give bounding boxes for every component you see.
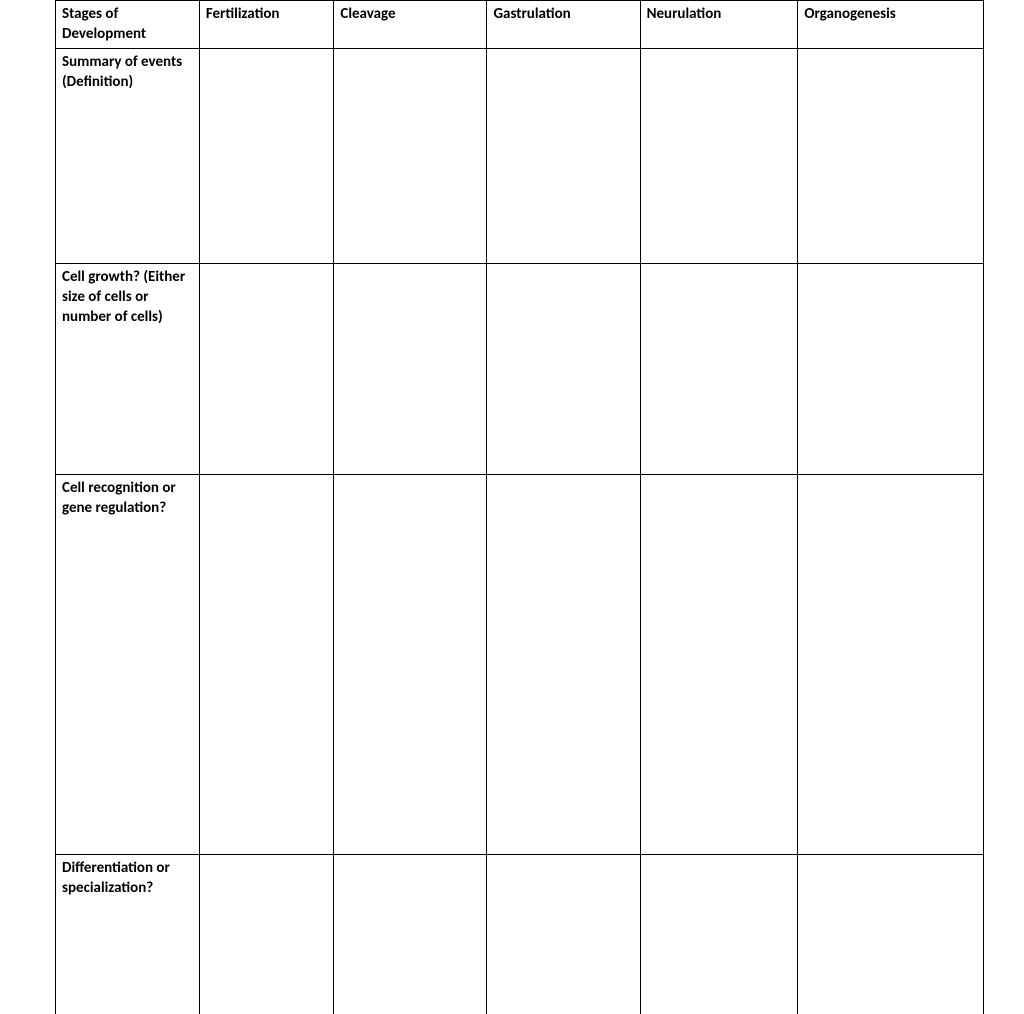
cell <box>199 263 334 474</box>
row-label-recognition: Cell recognition or gene regulation? <box>56 474 200 854</box>
table-container: Stages of Development Fertilization Clea… <box>0 0 1024 1014</box>
cell <box>487 474 640 854</box>
cell <box>199 854 334 1014</box>
row-label-differentiation: Differentiation or specialization? <box>56 854 200 1014</box>
header-fertilization: Fertilization <box>199 1 334 49</box>
table-row: Cell growth? (Either size of cells or nu… <box>56 263 984 474</box>
cell <box>487 263 640 474</box>
cell <box>798 48 984 263</box>
table-header-row: Stages of Development Fertilization Clea… <box>56 1 984 49</box>
cell <box>199 474 334 854</box>
header-cleavage: Cleavage <box>334 1 487 49</box>
cell <box>487 48 640 263</box>
cell <box>640 48 798 263</box>
table-row: Differentiation or specialization? <box>56 854 984 1014</box>
table-row: Summary of events (Definition) <box>56 48 984 263</box>
development-stages-table: Stages of Development Fertilization Clea… <box>55 0 984 1014</box>
cell <box>487 854 640 1014</box>
cell <box>798 474 984 854</box>
cell <box>199 48 334 263</box>
cell <box>334 263 487 474</box>
table-row: Cell recognition or gene regulation? <box>56 474 984 854</box>
cell <box>334 854 487 1014</box>
header-stages: Stages of Development <box>56 1 200 49</box>
row-label-summary: Summary of events (Definition) <box>56 48 200 263</box>
row-label-growth: Cell growth? (Either size of cells or nu… <box>56 263 200 474</box>
cell <box>640 854 798 1014</box>
cell <box>334 48 487 263</box>
cell <box>640 263 798 474</box>
header-organogenesis: Organogenesis <box>798 1 984 49</box>
cell <box>334 474 487 854</box>
header-neurulation: Neurulation <box>640 1 798 49</box>
header-gastrulation: Gastrulation <box>487 1 640 49</box>
cell <box>640 474 798 854</box>
cell <box>798 263 984 474</box>
cell <box>798 854 984 1014</box>
